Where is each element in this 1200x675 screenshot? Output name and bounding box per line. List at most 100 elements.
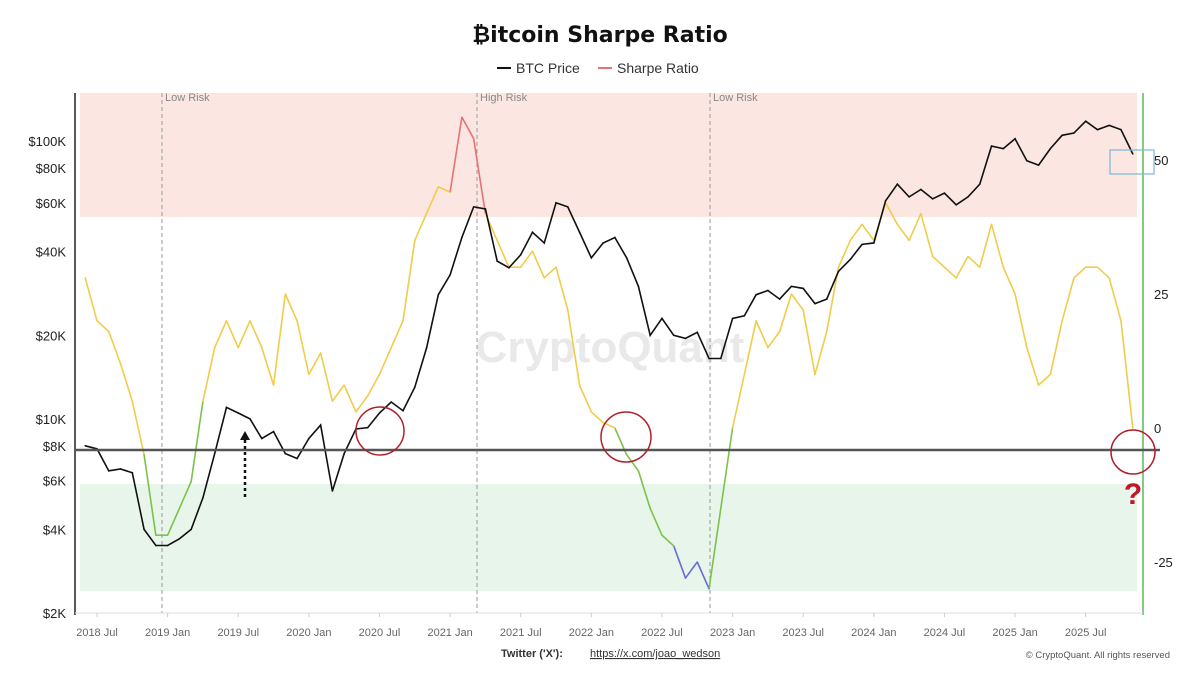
sharpe-ratio-point <box>343 384 345 386</box>
left-tick-label: $60K <box>36 196 67 211</box>
btc-price-point <box>225 406 228 409</box>
sharpe-ratio-segment <box>202 347 216 402</box>
sharpe-ratio-segment <box>849 223 863 241</box>
annotation-low-risk-2: Low Risk <box>713 92 758 104</box>
sharpe-ratio-point <box>190 480 192 483</box>
btc-price-point <box>567 206 569 208</box>
x-tick-label: 2021 Jan <box>427 627 472 639</box>
right-tick-label: 0 <box>1154 421 1161 436</box>
sharpe-ratio-point <box>178 507 181 510</box>
annotation-low-risk-1: Low Risk <box>165 92 210 104</box>
sharpe-ratio-segment <box>96 320 110 333</box>
sharpe-ratio-segment <box>402 240 416 321</box>
sharpe-ratio-point <box>237 346 240 349</box>
btc-price-point <box>155 544 157 547</box>
btc-price-point <box>390 401 393 403</box>
btc-price-point <box>684 337 687 340</box>
btc-price-point <box>461 236 463 239</box>
sharpe-ratio-segment <box>284 293 298 322</box>
sharpe-ratio-point <box>896 223 899 226</box>
sharpe-ratio-segment <box>1073 266 1087 279</box>
btc-price-point <box>614 236 616 239</box>
sharpe-ratio-segment <box>920 213 934 257</box>
sharpe-ratio-segment <box>249 320 263 348</box>
sharpe-ratio-point <box>661 534 663 536</box>
sharpe-ratio-point <box>378 373 381 376</box>
sharpe-ratio-point <box>1014 293 1016 295</box>
sharpe-ratio-point <box>107 330 110 333</box>
sharpe-ratio-point <box>837 266 840 269</box>
legend-sharpe-ratio[interactable]: Sharpe Ratio <box>617 60 699 76</box>
sharpe-ratio-point <box>814 373 816 376</box>
btc-price-point <box>308 437 310 440</box>
btc-price-point <box>825 298 828 300</box>
left-tick-label: $6K <box>43 473 66 488</box>
sharpe-ratio-point <box>1096 266 1099 269</box>
left-tick-label: $100K <box>28 134 66 149</box>
sharpe-ratio-segment <box>661 534 675 547</box>
btc-price-point <box>190 528 192 531</box>
sharpe-ratio-point <box>1002 266 1005 269</box>
sharpe-ratio-point <box>1073 277 1075 279</box>
sharpe-ratio-point <box>202 400 204 403</box>
btc-price-point <box>1026 159 1028 162</box>
highlight-circle-2020 <box>355 406 405 456</box>
btc-price-point <box>790 285 793 288</box>
sharpe-ratio-point <box>366 395 369 397</box>
x-tick-label: 2023 Jul <box>782 627 824 639</box>
sharpe-ratio-segment <box>343 384 357 413</box>
btc-price-point <box>743 315 746 317</box>
btc-price-point <box>1084 120 1087 123</box>
sharpe-ratio-point <box>1061 320 1063 322</box>
left-tick-label: $10K <box>36 412 67 427</box>
sharpe-ratio-point <box>390 346 393 349</box>
btc-price-point <box>731 317 734 320</box>
btc-price-point <box>814 302 816 305</box>
btc-price-point <box>131 471 134 474</box>
sharpe-ratio-point <box>778 330 781 333</box>
btc-price-point <box>166 544 169 547</box>
sharpe-ratio-point <box>213 346 216 349</box>
btc-price-point <box>296 457 298 460</box>
btc-price-point <box>472 206 475 208</box>
legend-btc-price[interactable]: BTC Price <box>516 60 580 76</box>
btc-price-point <box>319 424 322 426</box>
arrow-head-icon <box>240 431 250 440</box>
left-tick-label: $4K <box>43 522 66 537</box>
btc-price-point <box>543 242 546 244</box>
x-tick-label: 2020 Jan <box>286 627 331 639</box>
btc-price-point <box>437 293 440 296</box>
btc-price-point <box>578 231 581 234</box>
btc-price-point <box>755 293 757 296</box>
sharpe-ratio-point <box>731 427 734 429</box>
btc-price-point <box>202 496 204 499</box>
btc-price-point <box>861 243 863 246</box>
sharpe-ratio-segment <box>555 266 569 311</box>
btc-price-point <box>602 242 604 244</box>
sharpe-ratio-segment <box>731 374 746 429</box>
sharpe-ratio-segment <box>884 202 899 225</box>
btc-price-point <box>896 183 899 185</box>
btc-price-point <box>649 334 651 337</box>
sharpe-ratio-point <box>967 255 969 258</box>
sharpe-ratio-point <box>225 320 228 322</box>
sharpe-ratio-point <box>155 534 157 536</box>
sharpe-ratio-point <box>260 346 263 349</box>
btc-price-point <box>837 270 840 273</box>
sharpe-ratio-point <box>284 293 287 295</box>
sharpe-ratio-segment <box>1014 293 1028 348</box>
sharpe-ratio-segment <box>449 116 463 193</box>
high-risk-band <box>80 93 1137 217</box>
btc-price-point <box>343 452 345 455</box>
sharpe-ratio-segment <box>708 508 722 589</box>
sharpe-ratio-point <box>990 223 993 226</box>
right-tick-label: 50 <box>1154 153 1168 168</box>
sharpe-ratio-point <box>637 470 640 472</box>
sharpe-ratio-point <box>96 320 98 322</box>
btc-price-point <box>920 188 922 191</box>
btc-price-point <box>1061 134 1063 137</box>
sharpe-ratio-point <box>413 239 416 242</box>
sharpe-ratio-segment <box>1120 320 1134 429</box>
twitter-link[interactable]: https://x.com/joao_wedson <box>590 648 720 660</box>
twitter-label: Twitter ('X'): <box>501 648 563 660</box>
